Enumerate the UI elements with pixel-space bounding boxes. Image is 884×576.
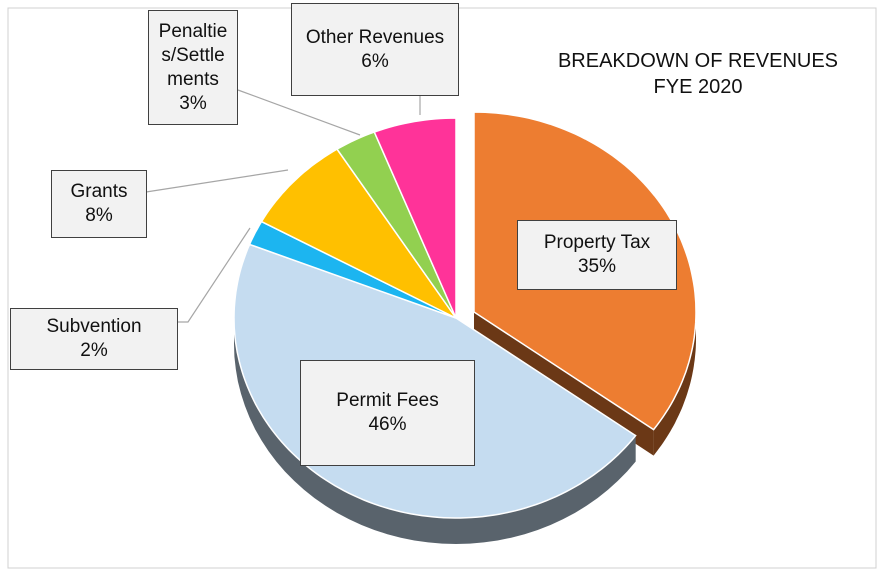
slice <box>373 117 457 319</box>
value-label: 46% <box>368 414 407 435</box>
leader-line <box>237 89 361 136</box>
slice-side <box>234 318 636 544</box>
value-label: 6% <box>361 50 389 72</box>
data-label: Penalties/Settlements 3% <box>148 10 238 125</box>
value-label: 8% <box>85 205 113 226</box>
value-label: 2% <box>80 340 108 361</box>
data-label: Grants 8% <box>51 170 147 238</box>
slice <box>335 131 457 319</box>
data-label: Subvention 2% <box>10 308 178 370</box>
category-label: Penalties/Settlements <box>158 20 228 90</box>
pie <box>233 111 697 544</box>
leader-lines <box>145 89 421 323</box>
category-label: Subvention <box>46 316 142 337</box>
data-label: Property Tax 35% <box>517 220 677 290</box>
slice <box>248 220 457 319</box>
leader-line <box>145 169 289 193</box>
data-label: Other Revenues 6% <box>291 3 459 96</box>
slice-side <box>653 312 696 456</box>
value-label: 35% <box>577 256 617 277</box>
value-label: 3% <box>179 92 207 114</box>
slice <box>260 148 457 319</box>
leader-line <box>178 227 251 323</box>
category-label: Property Tax <box>543 232 651 253</box>
data-label: Permit Fees 46% <box>300 360 475 466</box>
category-label: Other Revenues <box>305 26 445 48</box>
category-label: Grants <box>70 181 128 202</box>
category-label: Permit Fees <box>336 390 439 411</box>
chart-title: BREAKDOWN OF REVENUES FYE 2020 <box>557 50 839 98</box>
